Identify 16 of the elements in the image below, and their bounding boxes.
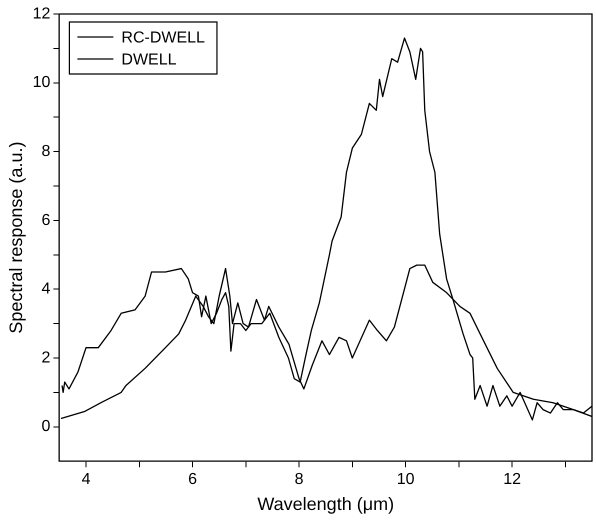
x-tick-label: 10	[396, 471, 415, 488]
x-tick-label: 12	[503, 471, 522, 488]
y-tick-label: 2	[41, 349, 50, 366]
y-tick-label: 8	[41, 143, 50, 160]
x-tick-label: 8	[294, 471, 304, 488]
y-tick-label: 6	[41, 212, 50, 229]
y-axis-title: Spectral response (a.u.)	[6, 142, 26, 334]
y-tick-label: 0	[41, 418, 50, 436]
x-tick-label: 4	[82, 471, 91, 488]
legend-label: RC-DWELL	[121, 29, 206, 46]
legend-label: DWELL	[121, 51, 177, 68]
y-tick-label: 4	[41, 280, 50, 298]
x-tick-label: 6	[188, 471, 198, 488]
y-tick-label: 12	[32, 5, 50, 22]
x-axis-title: Wavelength (μm)	[257, 494, 394, 514]
y-tick-label: 10	[32, 74, 50, 92]
